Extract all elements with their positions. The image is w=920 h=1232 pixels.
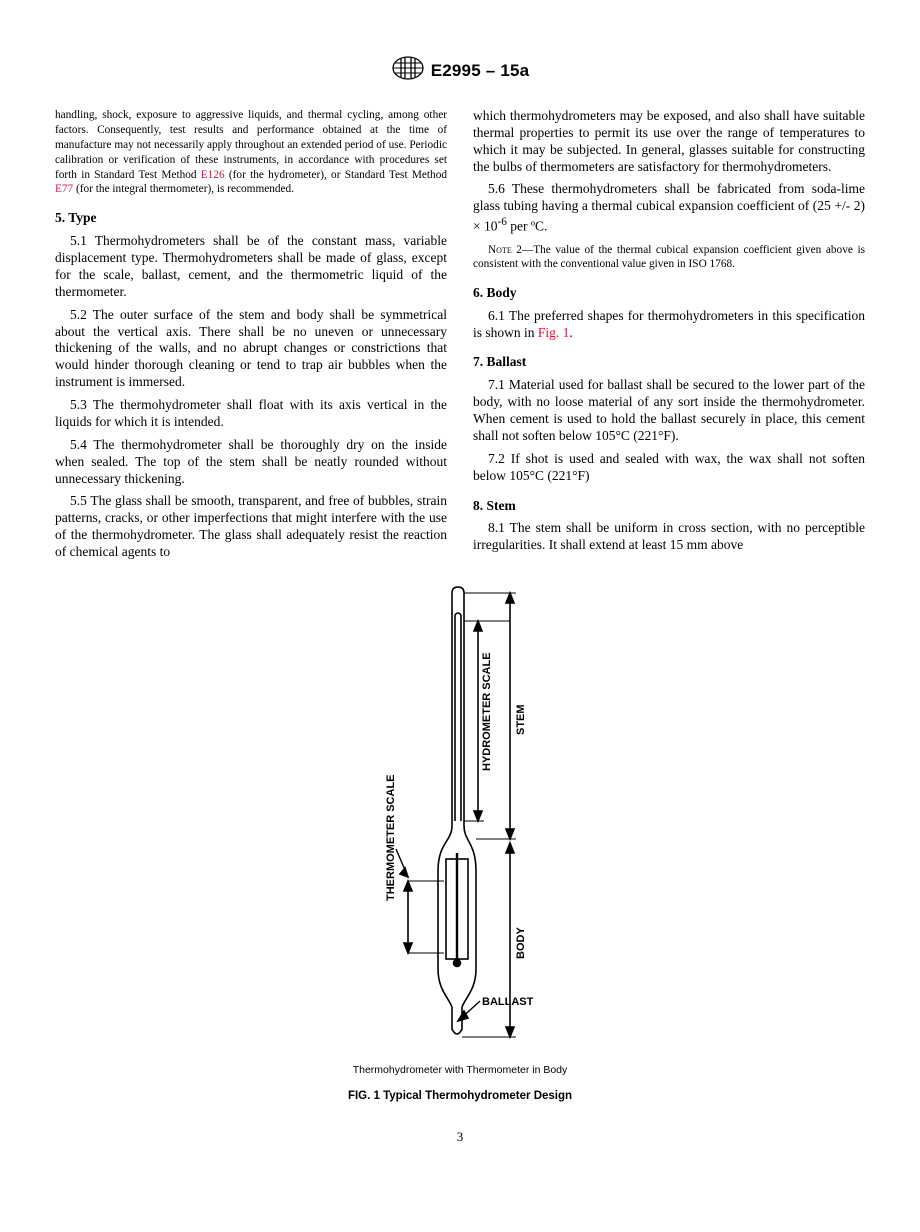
page-number: 3 [55, 1129, 865, 1145]
doc-title: E2995 – 15a [431, 60, 530, 81]
para-8-1: 8.1 The stem shall be uniform in cross s… [473, 520, 865, 554]
intro-text-b: (for the hydrometer), or Standard Test M… [225, 169, 447, 181]
section-5-head: 5. Type [55, 210, 447, 227]
para-5-3: 5.3 The thermohydrometer shall float wit… [55, 397, 447, 431]
label-ballast: BALLAST [482, 996, 534, 1008]
figure-caption: FIG. 1 Typical Thermohydrometer Design [55, 1089, 865, 1103]
label-body: BODY [515, 926, 527, 958]
link-e126[interactable]: E126 [201, 169, 225, 181]
right-column: which thermohydrometers may be exposed, … [473, 108, 865, 561]
left-column: handling, shock, exposure to aggressive … [55, 108, 447, 561]
intro-text-c: (for the integral thermometer), is recom… [73, 183, 294, 195]
para-6-1-b: . [569, 325, 572, 340]
para-5-5: 5.5 The glass shall be smooth, transpare… [55, 493, 447, 561]
section-7-head: 7. Ballast [473, 354, 865, 371]
note-2-label: Note [488, 244, 512, 256]
figure-sub-caption: Thermohydrometer with Thermometer in Bod… [55, 1064, 865, 1077]
para-7-2: 7.2 If shot is used and sealed with wax,… [473, 451, 865, 485]
figure-1: HYDROMETER SCALE STEM THERMOMETER SCALE … [55, 581, 865, 1103]
body-columns: handling, shock, exposure to aggressive … [55, 108, 865, 561]
para-5-1: 5.1 Thermohydrometers shall be of the co… [55, 233, 447, 301]
thermohydrometer-diagram-icon: HYDROMETER SCALE STEM THERMOMETER SCALE … [310, 581, 610, 1051]
para-5-6: 5.6 These thermohydrometers shall be fab… [473, 181, 865, 235]
para-6-1-a: 6.1 The preferred shapes for thermohydro… [473, 308, 865, 340]
para-6-1: 6.1 The preferred shapes for thermohydro… [473, 308, 865, 342]
exponent: -6 [498, 216, 507, 228]
para-5-6-b: per ºC. [507, 219, 548, 234]
link-fig1[interactable]: Fig. 1 [538, 325, 570, 340]
section-8-head: 8. Stem [473, 498, 865, 515]
astm-logo-icon [391, 55, 425, 86]
para-5-2: 5.2 The outer surface of the stem and bo… [55, 307, 447, 391]
para-7-1: 7.1 Material used for ballast shall be s… [473, 377, 865, 445]
para-5-4: 5.4 The thermohydrometer shall be thorou… [55, 437, 447, 488]
doc-header: E2995 – 15a [55, 55, 865, 86]
section-6-head: 6. Body [473, 285, 865, 302]
label-hydrometer-scale: HYDROMETER SCALE [481, 652, 493, 771]
label-stem: STEM [515, 704, 527, 735]
label-thermometer-scale: THERMOMETER SCALE [385, 774, 397, 901]
note-2: Note 2—The value of the thermal cubical … [473, 243, 865, 272]
para-5-5-cont: which thermohydrometers may be exposed, … [473, 108, 865, 176]
note-2-text: 2—The value of the thermal cubical expan… [473, 244, 865, 271]
intro-fine-print: handling, shock, exposure to aggressive … [55, 108, 447, 197]
link-e77[interactable]: E77 [55, 183, 73, 195]
